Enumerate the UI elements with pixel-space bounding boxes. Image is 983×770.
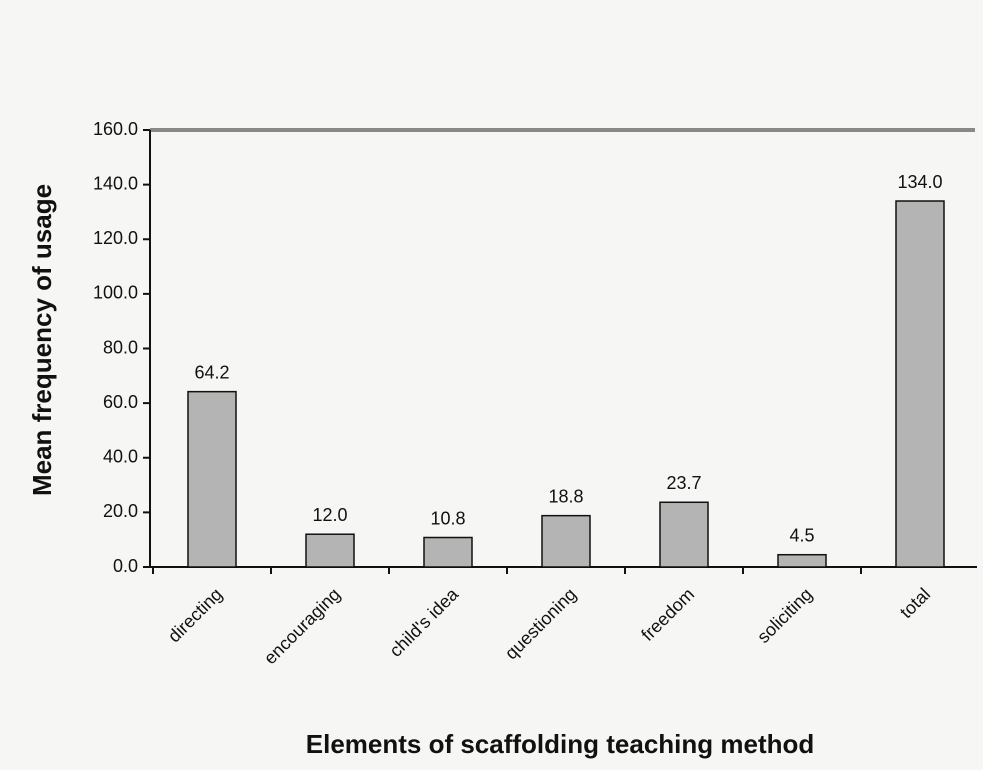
y-tick-label: 60.0 bbox=[103, 392, 138, 412]
bar bbox=[541, 514, 591, 568]
value-label: 4.5 bbox=[789, 525, 814, 545]
y-tick-label: 140.0 bbox=[93, 173, 138, 193]
value-label: 64.2 bbox=[194, 362, 229, 382]
bar bbox=[895, 200, 945, 568]
value-label: 12.0 bbox=[312, 505, 347, 525]
bar bbox=[187, 390, 237, 568]
y-tick-label: 40.0 bbox=[103, 447, 138, 467]
value-label: 18.8 bbox=[548, 486, 583, 506]
y-tick-label: 0.0 bbox=[113, 556, 138, 576]
x-axis-title: Elements of scaffolding teaching method bbox=[306, 729, 815, 759]
y-axis-title: Mean frequency of usage bbox=[27, 184, 57, 496]
bar bbox=[777, 553, 827, 568]
value-label: 134.0 bbox=[897, 172, 942, 192]
y-tick-label: 160.0 bbox=[93, 119, 138, 139]
value-label: 23.7 bbox=[666, 473, 701, 493]
y-tick-label: 120.0 bbox=[93, 228, 138, 248]
y-tick-label: 20.0 bbox=[103, 501, 138, 521]
y-tick-label: 80.0 bbox=[103, 337, 138, 357]
bar bbox=[423, 536, 473, 568]
y-tick-label: 100.0 bbox=[93, 283, 138, 303]
value-label: 10.8 bbox=[430, 508, 465, 528]
bar bbox=[305, 533, 355, 568]
bar bbox=[659, 501, 709, 568]
